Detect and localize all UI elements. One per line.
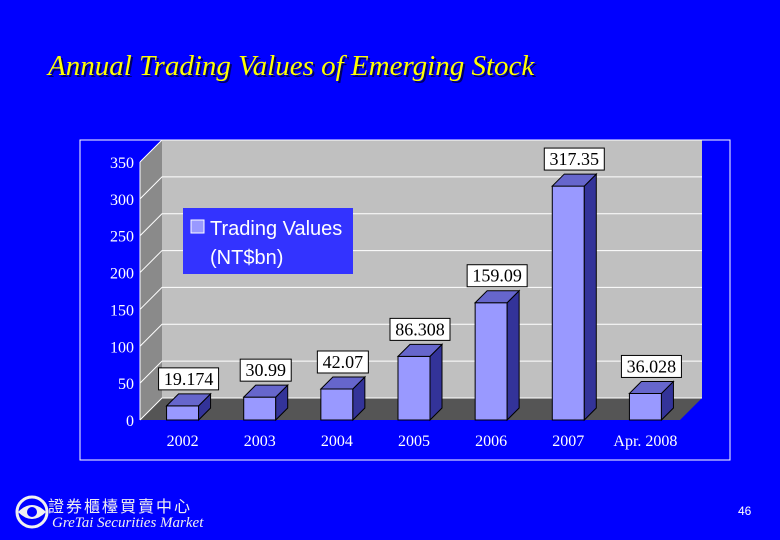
bar [242,383,289,422]
y-tick-label: 300 [110,192,134,209]
y-tick-label: 150 [110,302,134,319]
data-label: 159.09 [472,266,522,286]
data-label: 317.35 [550,149,600,169]
y-tick-label: 50 [118,376,134,393]
x-tick-label: 2005 [398,433,430,450]
data-label-box [316,350,369,374]
x-tick-label: 2002 [167,433,199,450]
y-tick-label: 200 [110,266,134,283]
x-tick-label: Apr. 2008 [613,433,677,450]
bar [165,392,212,422]
data-label: 19.174 [164,369,214,389]
gridline [139,397,702,421]
bar-top [396,343,444,357]
y-tick-label: 100 [110,339,134,356]
bar-front [551,185,585,421]
x-tick-label: 2004 [321,433,353,450]
data-label: 30.99 [245,360,286,380]
bar-side [429,343,443,422]
bar-side [506,289,520,422]
bar [319,375,367,422]
y-tick-label: 350 [110,155,134,172]
bar-front [243,396,277,421]
bar-top [473,290,521,304]
logo-english-text: GreTai Securities Market [52,515,204,531]
bar [551,172,598,422]
data-label: 42.07 [323,352,364,372]
bar-top [551,173,598,187]
bar-front [320,388,354,421]
gridline [139,323,702,347]
bar-front [397,355,431,421]
slide-title: Annual Trading Values of Emerging Stock [48,50,535,82]
bar [628,380,675,422]
bar-front [628,392,662,421]
bar-front [474,302,508,421]
bar-top [165,393,212,407]
x-tick-label: 2007 [552,433,584,450]
bar-top [628,380,675,394]
data-label: 86.308 [395,319,445,339]
data-label-box [158,367,220,391]
page-number: 46 [738,504,752,518]
data-label-box [543,147,605,171]
bar-top [242,384,289,398]
x-tick-label: 2006 [475,433,507,450]
y-tick-label: 250 [110,229,134,246]
logo-chinese-text: 證券櫃檯買賣中心 [48,497,193,516]
bar-side [583,172,597,422]
bar-top [319,376,367,390]
data-label-box [389,317,451,341]
legend: Trading Values (NT$bn) [183,208,353,274]
legend-box [183,208,353,274]
x-tick-label: 2003 [244,433,276,450]
gridline [139,176,702,200]
gridline [139,139,702,163]
gridline [139,360,702,384]
data-label-box [466,264,528,288]
gretai-logo-icon [15,495,49,529]
data-label: 36.028 [627,356,677,376]
bar-front [166,405,200,421]
plot-side-wall [140,140,162,420]
gridline [139,213,702,237]
legend-label: Trading Values [210,218,342,240]
gridline [139,250,702,273]
data-label-box [620,354,682,378]
legend-label: (NT$bn) [210,247,283,269]
data-label-box [239,358,292,382]
gridline [139,286,702,310]
bar [396,343,444,422]
y-tick-label: 0 [126,413,134,430]
legend-swatch [190,219,205,234]
bar [473,289,521,422]
